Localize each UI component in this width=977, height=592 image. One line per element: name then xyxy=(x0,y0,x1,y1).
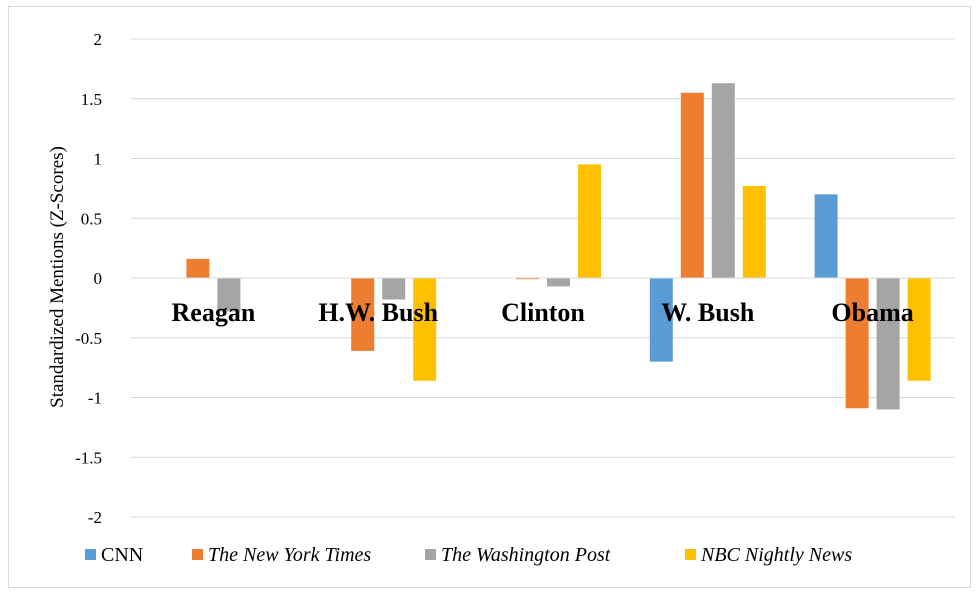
category-labels: Reagan H.W. Bush Clinton W. Bush Obama xyxy=(172,298,914,327)
y-axis-label: Standardized Mentions (Z-Scores) xyxy=(47,146,68,408)
legend-swatch xyxy=(425,549,436,560)
bar xyxy=(814,194,838,278)
bars xyxy=(186,83,931,410)
bar xyxy=(680,92,704,279)
category-label: Reagan xyxy=(172,298,256,327)
category-label: Clinton xyxy=(501,298,585,327)
bar xyxy=(876,278,900,410)
legend-swatch xyxy=(192,549,203,560)
bar xyxy=(711,83,735,278)
bar xyxy=(382,278,406,300)
legend-item: CNN xyxy=(85,544,143,566)
legend-item: The New York Times xyxy=(192,544,371,566)
y-axis-ticks: 2 1.5 1 0.5 0 -0.5 -1 -1.5 -2 xyxy=(75,30,102,527)
y-tick-label: 2 xyxy=(94,30,103,49)
legend-label: CNN xyxy=(101,544,143,566)
category-label: W. Bush xyxy=(661,298,755,327)
category-label: H.W. Bush xyxy=(318,298,438,327)
legend-swatch xyxy=(85,549,96,560)
legend-label: The New York Times xyxy=(208,544,371,566)
bar xyxy=(742,185,766,278)
legend-label: The Washington Post xyxy=(441,544,611,566)
y-tick-label: 1.5 xyxy=(81,90,102,109)
bar xyxy=(351,278,375,351)
y-tick-label: -1.5 xyxy=(75,448,102,467)
legend-swatch xyxy=(685,549,696,560)
legend-item: The Washington Post xyxy=(425,544,611,566)
bar xyxy=(413,278,437,381)
bar xyxy=(907,278,931,381)
gridlines xyxy=(131,38,955,518)
legend-label: NBC Nightly News xyxy=(700,544,852,566)
bar xyxy=(547,278,570,287)
chart-frame: 2 1.5 1 0.5 0 -0.5 -1 -1.5 -2 Standardized Menti… xyxy=(8,6,971,588)
y-tick-label: 0.5 xyxy=(81,209,102,228)
bar-chart: 2 1.5 1 0.5 0 -0.5 -1 -1.5 -2 Standardized Menti… xyxy=(47,30,955,566)
legend-item: NBC Nightly News xyxy=(685,544,852,566)
y-tick-label: 1 xyxy=(94,150,103,169)
y-tick-label: -2 xyxy=(88,508,102,527)
legend: CNN The New York Times The Washington Post… xyxy=(85,544,852,566)
y-tick-label: -0.5 xyxy=(75,329,102,348)
bar xyxy=(845,278,869,409)
bar xyxy=(578,164,601,278)
bar xyxy=(186,258,210,278)
bar xyxy=(217,278,241,312)
category-label: Obama xyxy=(831,298,913,327)
y-tick-label: -1 xyxy=(88,389,102,408)
bar xyxy=(516,278,539,280)
y-tick-label: 0 xyxy=(94,269,103,288)
bar xyxy=(649,278,673,362)
